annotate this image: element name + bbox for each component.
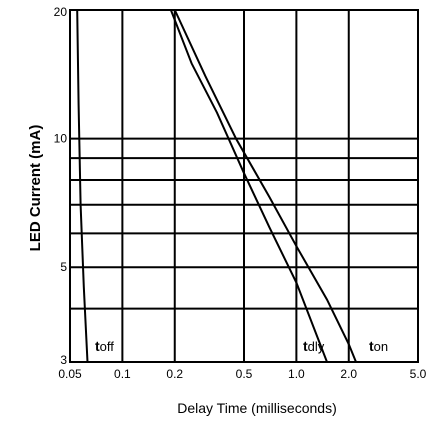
x-tick-label: 0.05 [58,367,82,381]
y-tick-label: 20 [54,5,68,19]
x-tick-label: 0.5 [236,367,253,381]
x-axis-label: Delay Time (milliseconds) [177,400,336,416]
y-tick-label: 10 [54,132,68,146]
x-tick-label: 0.2 [166,367,183,381]
plot-frame [69,9,419,363]
x-tick-label: 0.1 [114,367,131,381]
y-tick-label: 3 [60,353,67,367]
curve-labels: toff tdly ton [95,338,388,354]
x-tick-label: 5.0 [410,367,427,381]
curve-label-off: toff [95,338,114,354]
curve-label-dly: tdly [303,338,325,354]
y-axis-label: LED Current (mA) [27,125,44,252]
curve-label-on: ton [369,338,388,354]
x-tick-labels: 0.05 0.1 0.2 0.5 1.0 2.0 5.0 [58,367,426,381]
grid [70,10,418,362]
x-tick-label: 2.0 [340,367,357,381]
y-tick-labels: 3 5 10 20 [54,5,68,367]
series-line-off [76,10,89,362]
series-line-on [173,10,357,362]
y-tick-label: 5 [60,260,67,274]
x-tick-label: 1.0 [288,367,305,381]
series-line-dly [169,10,328,362]
curves [76,10,357,362]
